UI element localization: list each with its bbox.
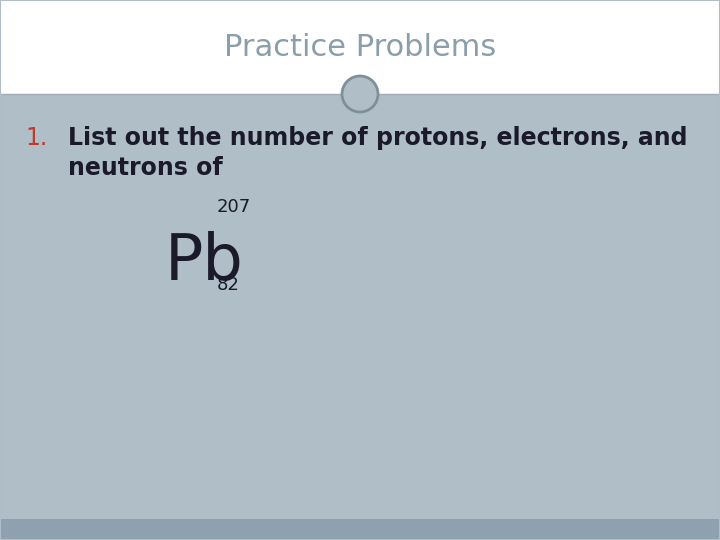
Text: Practice Problems: Practice Problems — [224, 32, 496, 62]
Text: Pb: Pb — [165, 230, 244, 292]
Text: List out the number of protons, electrons, and: List out the number of protons, electron… — [68, 126, 688, 150]
Bar — [0, 519, 720, 540]
Circle shape — [342, 76, 378, 112]
Text: 1.: 1. — [25, 126, 48, 150]
Text: 207: 207 — [217, 198, 251, 216]
Bar — [0, 0, 720, 94]
Text: 82: 82 — [217, 276, 240, 294]
Text: neutrons of: neutrons of — [68, 156, 222, 180]
